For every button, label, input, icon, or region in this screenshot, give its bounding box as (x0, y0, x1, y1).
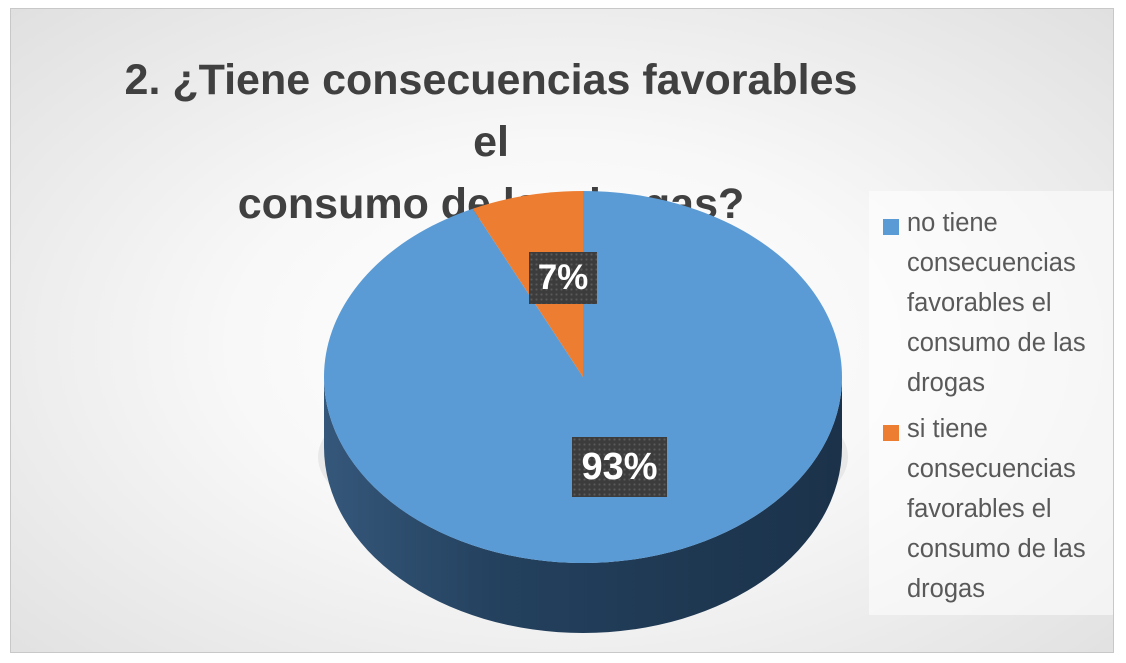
chart-area: 2. ¿Tiene consecuencias favorables el co… (10, 8, 1114, 653)
legend: no tiene consecuencias favorables el con… (869, 191, 1113, 615)
legend-swatch-si (883, 425, 899, 441)
data-label-si: 7% (529, 252, 597, 304)
chart-title-line-1: 2. ¿Tiene consecuencias favorables el (124, 56, 858, 166)
data-label-no: 93% (572, 437, 667, 497)
legend-swatch-no (883, 219, 899, 235)
legend-label-no: no tiene consecuencias favorables el con… (907, 209, 1086, 397)
pie-side-0 (324, 377, 842, 633)
pie-slice-1 (472, 191, 583, 377)
pie-chart (318, 191, 848, 633)
legend-label-si: si tiene consecuencias favorables el con… (907, 415, 1086, 603)
